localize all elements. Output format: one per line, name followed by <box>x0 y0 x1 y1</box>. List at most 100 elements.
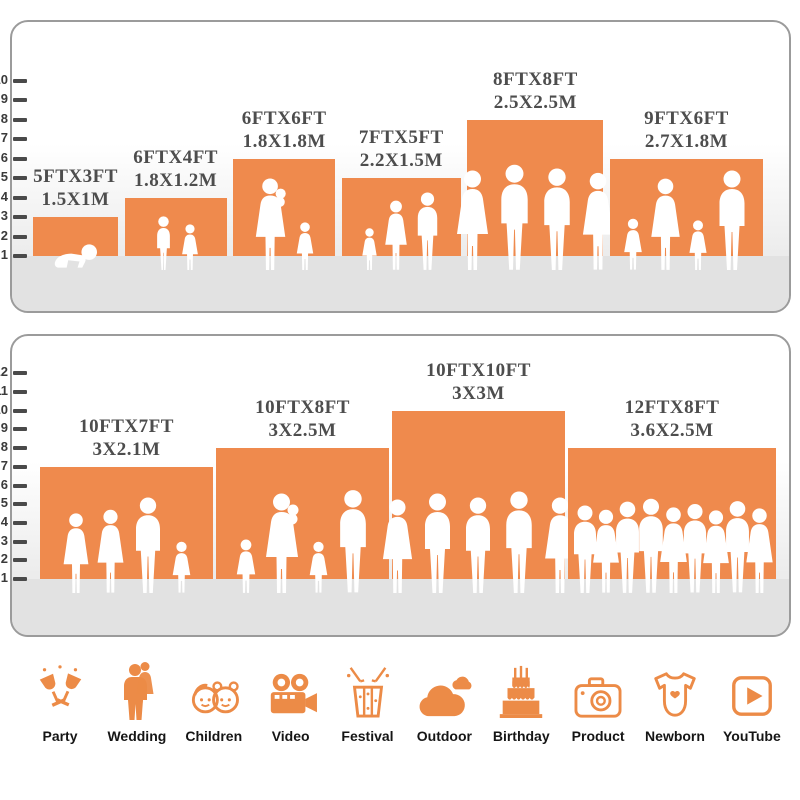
ruler-tick-mark <box>13 577 27 581</box>
people-silhouettes <box>380 491 577 593</box>
backdrop-bar-10ftx8ft: 10FTX8FT 3X2.5M <box>216 396 389 579</box>
newborn-icon <box>648 660 702 720</box>
category-label: Product <box>571 728 625 744</box>
category-label: Outdoor <box>416 728 472 744</box>
backdrop-size-label: 8FTX8FT 2.5X2.5M <box>493 68 578 114</box>
backdrop-rect <box>341 178 461 256</box>
category-label: Video <box>271 728 310 744</box>
video-icon <box>262 660 320 720</box>
ruler-tick-mark <box>13 464 27 469</box>
man-silhouette-icon <box>460 497 495 593</box>
girl-silhouette-icon <box>180 224 200 270</box>
ruler-tick-label: 2 <box>0 227 8 243</box>
festival-icon <box>341 660 395 720</box>
ruler-tick-mark <box>13 254 27 258</box>
woman-silhouette-icon <box>95 509 125 593</box>
ruler-tick-label: 6 <box>0 476 8 492</box>
ruler-tick-mark <box>13 371 27 376</box>
ruler-tick-mark <box>13 156 27 161</box>
ruler-tick-mark <box>13 539 27 544</box>
people-silhouettes <box>455 164 616 270</box>
backdrop-size-label: 9FTX6FT 2.7X1.8M <box>644 107 729 153</box>
ruler-tick-mark <box>13 78 27 83</box>
ruler-tick-mark <box>13 520 27 525</box>
ruler-tick-mark <box>13 195 27 200</box>
bars-container: 5FTX3FT 1.5X1M 6FTX4FT 1.8X1.2M 6FTX6FT 1.8X1… <box>33 68 763 257</box>
size-meters: 1.5X1M <box>41 189 110 210</box>
category-festival: Festival <box>332 660 404 744</box>
category-product: Product <box>562 660 634 744</box>
floor-area <box>12 256 789 311</box>
category-label: Newborn <box>645 728 705 744</box>
ruler-tick-label: 5 <box>0 495 8 511</box>
category-label: Birthday <box>492 728 550 744</box>
people-silhouettes <box>152 216 200 270</box>
backdrop-size-label: 5FTX3FT 1.5X1M <box>33 165 118 211</box>
ruler-tick-label: 8 <box>0 439 8 455</box>
backdrop-rect <box>609 158 763 257</box>
people-silhouettes <box>622 170 750 270</box>
backdrop-bar-5ftx3ft: 5FTX3FT 1.5X1M <box>33 165 118 256</box>
category-video: Video <box>255 660 327 744</box>
wedding-icon <box>115 660 159 720</box>
category-row: Party Wedding Children Video Festival Ou… <box>24 660 788 744</box>
backdrop-rect <box>392 410 565 579</box>
size-feet: 8FTX8FT <box>492 68 578 90</box>
woman-silhouette-icon <box>384 200 409 270</box>
ruler-tick-label: 6 <box>0 149 8 165</box>
people-silhouettes <box>253 178 316 270</box>
boy-silhouette-icon <box>152 216 175 270</box>
ruler-tick-label: 11 <box>0 383 8 398</box>
backdrop-rect <box>467 119 603 257</box>
ruler-tick-label: 9 <box>0 91 8 106</box>
girl-silhouette-icon <box>361 228 379 270</box>
womanbaby-silhouette-icon <box>253 178 290 270</box>
ruler-tick-mark <box>13 558 27 563</box>
woman-silhouette-icon <box>455 170 491 270</box>
backdrop-rect <box>33 217 118 256</box>
category-wedding: Wedding <box>101 660 173 744</box>
size-feet: 10FTX8FT <box>255 397 350 419</box>
children-icon <box>185 660 243 720</box>
size-feet: 10FTX7FT <box>79 415 174 437</box>
ruler-tick-mark <box>13 408 27 413</box>
size-meters: 1.8X1.8M <box>242 130 326 152</box>
girl-silhouette-icon <box>170 541 192 593</box>
ruler-tick-mark <box>13 215 27 219</box>
backdrop-rect <box>233 158 336 257</box>
ruler-tick-mark <box>13 98 27 102</box>
ruler-tick-mark <box>13 176 27 180</box>
ruler-tick-label: 5 <box>0 169 8 184</box>
ruler-tick-mark <box>13 390 27 394</box>
woman-silhouette-icon <box>649 178 682 270</box>
ruler-tick-label: 4 <box>0 513 8 529</box>
girl-silhouette-icon <box>234 539 257 593</box>
size-feet: 6FTX6FT <box>241 107 327 129</box>
size-meters: 3X3M <box>452 382 505 404</box>
ruler-tick-mark <box>13 427 27 432</box>
size-meters: 2.5X2.5M <box>493 91 577 113</box>
womanbaby-silhouette-icon <box>262 493 302 593</box>
backdrop-panel-medium: 12345678910111210FTX7FT3X2.1M10FTX8FT3X2… <box>0 334 791 637</box>
category-label: Wedding <box>107 728 167 744</box>
category-birthday: Birthday <box>485 660 557 744</box>
backdrop-bar-8ftx8ft: 8FTX8FT 2.5X2.5M <box>467 68 603 257</box>
birthday-icon <box>494 660 548 720</box>
girl-silhouette-icon <box>307 541 329 593</box>
man-silhouette-icon <box>539 168 576 270</box>
ruler-tick-mark <box>13 483 27 488</box>
size-meters: 3X2.1M <box>92 438 161 460</box>
people-silhouettes <box>234 489 371 593</box>
people-silhouettes <box>52 242 99 270</box>
man-silhouette-icon <box>419 493 455 593</box>
size-feet: 9FTX6FT <box>644 107 729 129</box>
backdrop-rect <box>216 448 389 579</box>
category-label: Party <box>42 728 78 744</box>
youtube-icon <box>728 660 776 720</box>
backdrop-bar-10ftx7ft: 10FTX7FT 3X2.1M <box>40 415 213 579</box>
backdrop-bar-6ftx6ft: 6FTX6FT 1.8X1.8M <box>233 107 336 257</box>
ruler-tick-label: 10 <box>0 401 8 417</box>
backdrop-rect <box>40 466 213 579</box>
size-feet: 12FTX8FT <box>624 397 720 419</box>
people-silhouettes <box>361 192 442 270</box>
